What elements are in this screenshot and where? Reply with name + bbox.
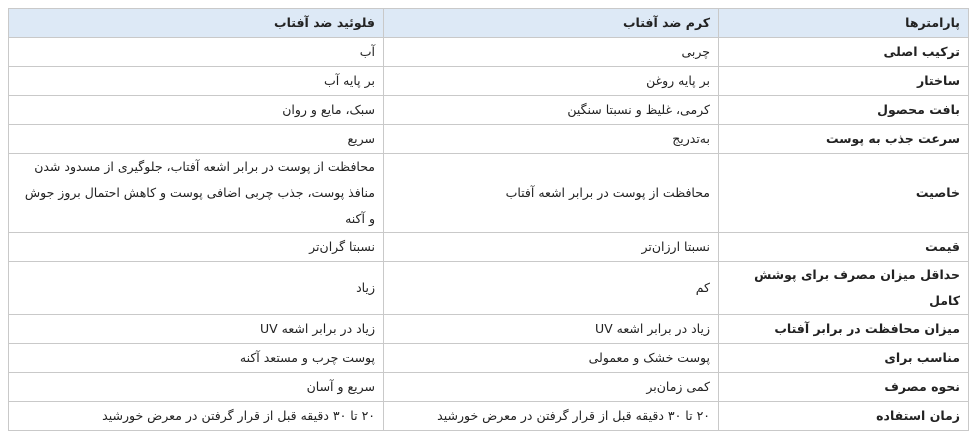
table-row: قیمت نسبتا ارزان‌تر نسبتا گران‌تر bbox=[8, 232, 969, 262]
header-cell: پارامترها bbox=[718, 8, 969, 38]
value-cell: سبک، مایع و روان bbox=[8, 95, 384, 125]
value-cell: زیاد در برابر اشعه UV bbox=[383, 314, 719, 344]
header-cell: فلوئید ضد آفتاب bbox=[8, 8, 384, 38]
table-row: بافت محصول کرمی، غلیظ و نسبتا سنگین سبک، م… bbox=[8, 95, 969, 125]
value-cell: کم bbox=[383, 261, 719, 315]
parameter-cell: زمان استفاده bbox=[718, 401, 969, 431]
value-cell: بر پایه آب bbox=[8, 66, 384, 96]
parameter-cell: سرعت جذب به پوست bbox=[718, 124, 969, 154]
parameter-cell: خاصیت bbox=[718, 153, 969, 233]
table-row: حداقل میزان مصرف برای پوشش کامل کم زیاد bbox=[8, 261, 969, 315]
value-cell: بر پایه روغن bbox=[383, 66, 719, 96]
parameter-cell: حداقل میزان مصرف برای پوشش کامل bbox=[718, 261, 969, 315]
table-row: سرعت جذب به پوست به‌تدریج سریع bbox=[8, 124, 969, 154]
value-cell: سریع bbox=[8, 124, 384, 154]
parameter-cell: مناسب برای bbox=[718, 343, 969, 373]
value-cell: چربی bbox=[383, 37, 719, 67]
table-body: ترکیب اصلی چربی آب ساختار بر پایه روغن بر پای… bbox=[8, 37, 969, 431]
value-cell: پوست چرب و مستعد آکنه bbox=[8, 343, 384, 373]
parameter-cell: ترکیب اصلی bbox=[718, 37, 969, 67]
value-cell: پوست خشک و معمولی bbox=[383, 343, 719, 373]
header-row: پارامترها کرم ضد آفتاب فلوئید ضد آفتاب bbox=[8, 8, 969, 38]
value-cell: ۲۰ تا ۳۰ دقیقه قبل از قرار گرفتن در معرض… bbox=[383, 401, 719, 431]
value-cell: آب bbox=[8, 37, 384, 67]
value-cell: به‌تدریج bbox=[383, 124, 719, 154]
table-row: نحوه مصرف کمی زمان‌بر سریع و آسان bbox=[8, 372, 969, 402]
table-row: مناسب برای پوست خشک و معمولی پوست چرب و مس… bbox=[8, 343, 969, 373]
value-cell: محافظت از پوست در برابر اشعه آفتاب bbox=[383, 153, 719, 233]
parameter-cell: نحوه مصرف bbox=[718, 372, 969, 402]
table-row: میزان محافظت در برابر آفتاب زیاد در برابر… bbox=[8, 314, 969, 344]
value-cell: سریع و آسان bbox=[8, 372, 384, 402]
table-row: زمان استفاده ۲۰ تا ۳۰ دقیقه قبل از قرار گ… bbox=[8, 401, 969, 431]
parameter-cell: ساختار bbox=[718, 66, 969, 96]
table-row: ترکیب اصلی چربی آب bbox=[8, 37, 969, 67]
value-cell: کرمی، غلیظ و نسبتا سنگین bbox=[383, 95, 719, 125]
comparison-table: پارامترها کرم ضد آفتاب فلوئید ضد آفتاب ترک… bbox=[8, 8, 969, 431]
header-cell: کرم ضد آفتاب bbox=[383, 8, 719, 38]
value-cell: زیاد bbox=[8, 261, 384, 315]
value-cell: نسبتا ارزان‌تر bbox=[383, 232, 719, 262]
parameter-cell: میزان محافظت در برابر آفتاب bbox=[718, 314, 969, 344]
value-cell: نسبتا گران‌تر bbox=[8, 232, 384, 262]
parameter-cell: قیمت bbox=[718, 232, 969, 262]
value-cell: ۲۰ تا ۳۰ دقیقه قبل از قرار گرفتن در معرض… bbox=[8, 401, 384, 431]
value-cell: محافظت از پوست در برابر اشعه آفتاب، جلوگ… bbox=[8, 153, 384, 233]
value-cell: کمی زمان‌بر bbox=[383, 372, 719, 402]
table-row: ساختار بر پایه روغن بر پایه آب bbox=[8, 66, 969, 96]
value-cell: زیاد در برابر اشعه UV bbox=[8, 314, 384, 344]
parameter-cell: بافت محصول bbox=[718, 95, 969, 125]
table-row: خاصیت محافظت از پوست در برابر اشعه آفتاب م… bbox=[8, 153, 969, 233]
